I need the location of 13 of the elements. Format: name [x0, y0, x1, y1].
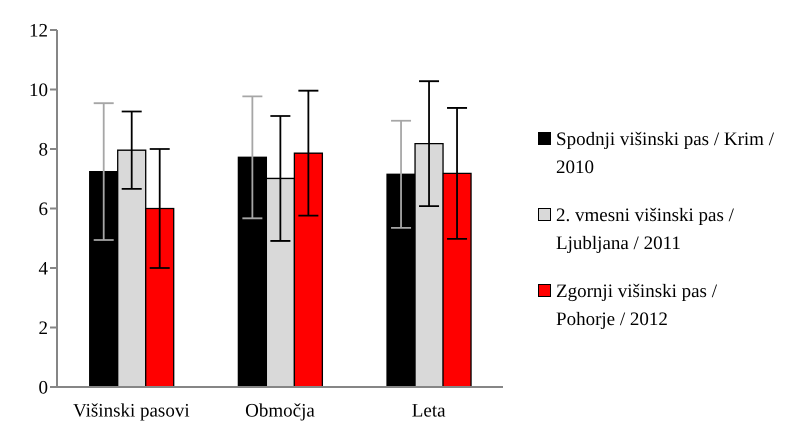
y-tick-label: 4	[38, 258, 48, 280]
legend-label: Zgornji višinski pas / Pohorje / 2012	[556, 280, 718, 332]
y-tick-label: 12	[29, 20, 48, 42]
x-tick-label: Območja	[245, 400, 316, 422]
y-tick-label: 8	[38, 140, 48, 161]
legend-label: 2. vmesni višinski pas / Ljubljana / 2011	[556, 204, 735, 256]
x-tick-label: Višinski pasovi	[73, 400, 190, 422]
legend-label: Spodnji višinski pas / Krim / 2010	[556, 128, 775, 180]
x-tick-label: Leta	[412, 400, 446, 422]
y-tick-label: 0	[38, 378, 48, 399]
y-tick-label: 2	[38, 318, 48, 340]
y-tick-label: 10	[29, 80, 48, 102]
y-tick-label: 6	[38, 199, 48, 220]
